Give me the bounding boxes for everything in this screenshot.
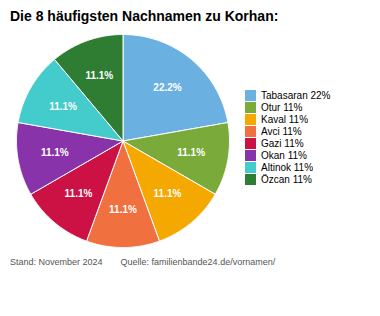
html-text:Altinok 11%: Altinok 11%	[261, 162, 314, 173]
html-text:Die 8 häufigsten Nachnamen zu: Die 8 häufigsten Nachnamen zu Korhan:	[10, 8, 279, 24]
html-text:Tabasaran 22%: Tabasaran 22%	[261, 90, 331, 101]
html-text:Kaval 11%: Kaval 11%	[261, 114, 309, 125]
html-text:Stand: November 2024: Stand: November 2024	[10, 257, 103, 267]
html-text:Quelle: familienbande24.de/vor: Quelle: familienbande24.de/vornamen/	[120, 257, 276, 267]
html-text:Avci 11%: Avci 11%	[261, 126, 302, 137]
svg-text:11.1%: 11.1%	[177, 147, 205, 158]
html-text:Okan 11%: Okan 11%	[261, 150, 307, 161]
svg-text:11.1%: 11.1%	[49, 101, 77, 112]
svg-text:11.1%: 11.1%	[65, 188, 93, 199]
svg-text:11.1%: 11.1%	[109, 204, 137, 215]
svg-text:11.1%: 11.1%	[154, 188, 182, 199]
html-text:Özcan 11%: Özcan 11%	[261, 174, 312, 185]
svg-text:11.1%: 11.1%	[41, 147, 69, 158]
svg-text:22.2%: 22.2%	[153, 82, 181, 93]
svg-text:11.1%: 11.1%	[85, 70, 113, 81]
html-text:Gazi 11%: Gazi 11%	[261, 138, 304, 149]
html-text:Otur 11%: Otur 11%	[261, 102, 303, 113]
